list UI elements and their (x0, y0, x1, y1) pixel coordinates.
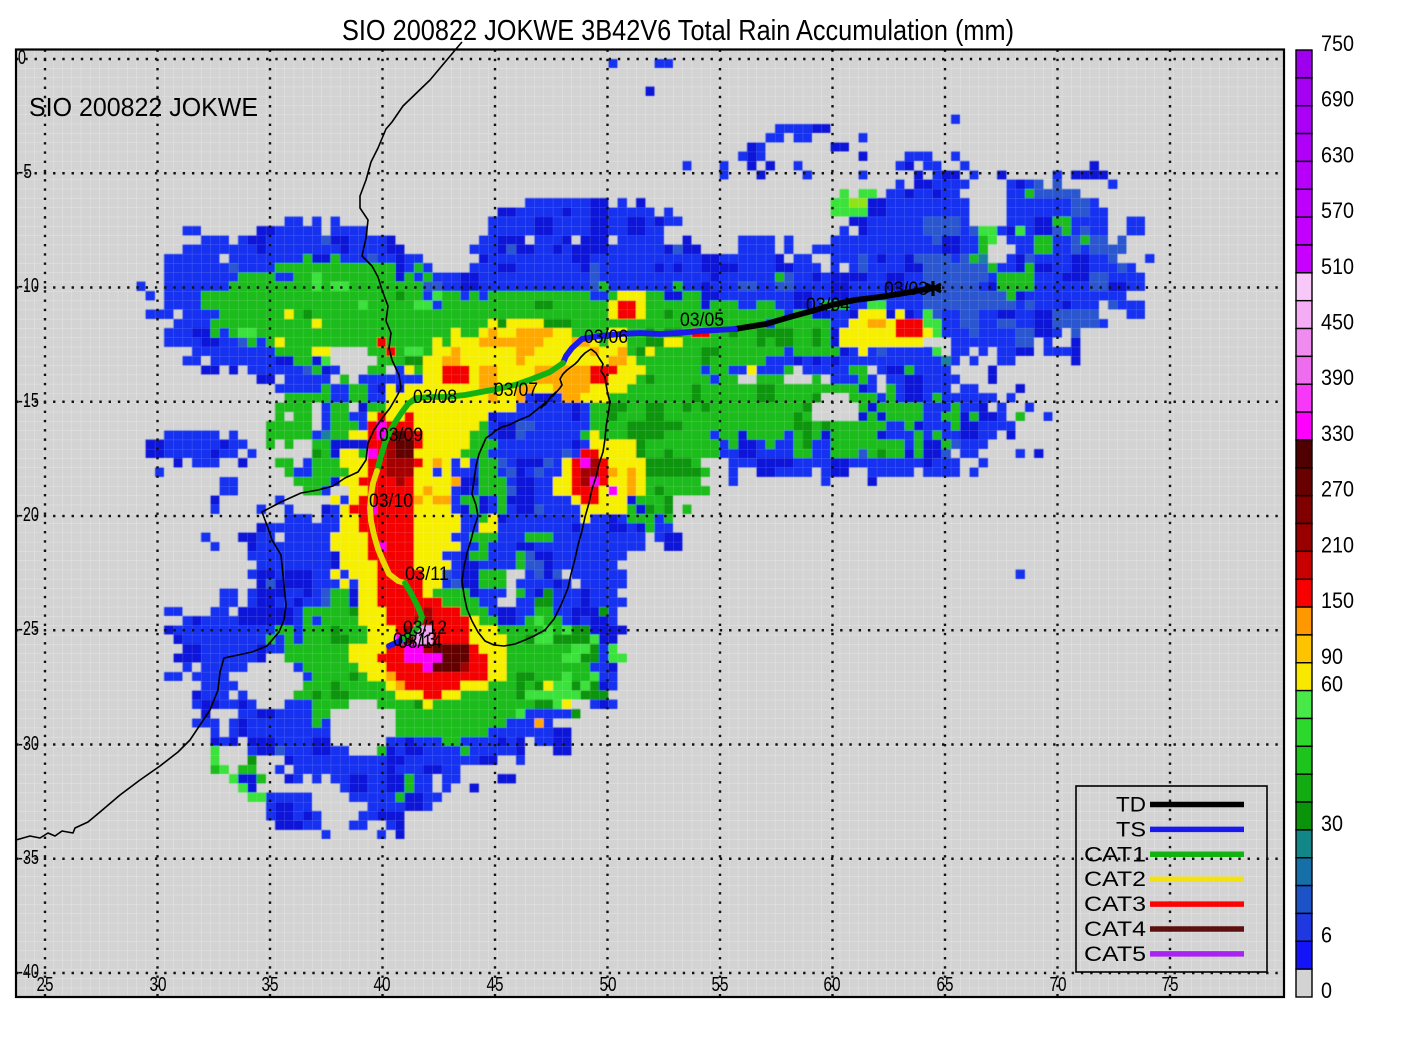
svg-text:CAT2: CAT2 (1084, 868, 1146, 891)
svg-text:210: 210 (1321, 532, 1354, 557)
svg-text:450: 450 (1321, 310, 1354, 335)
svg-text:-20: -20 (18, 504, 39, 526)
svg-text:40: 40 (374, 974, 391, 996)
svg-text:30: 30 (1321, 811, 1343, 836)
svg-text:510: 510 (1321, 254, 1354, 279)
svg-text:30: 30 (150, 974, 167, 996)
svg-text:55: 55 (712, 974, 729, 996)
svg-text:150: 150 (1321, 588, 1354, 613)
svg-text:0: 0 (1321, 978, 1332, 1003)
svg-text:35: 35 (262, 974, 279, 996)
svg-text:03/08: 03/08 (413, 387, 457, 408)
svg-text:03/12: 03/12 (403, 618, 447, 639)
svg-text:0: 0 (18, 47, 26, 69)
svg-text:CAT4: CAT4 (1084, 918, 1146, 941)
svg-text:CAT1: CAT1 (1084, 843, 1146, 866)
svg-text:75: 75 (1162, 974, 1179, 996)
svg-text:690: 690 (1321, 87, 1354, 112)
svg-text:03/10: 03/10 (369, 491, 413, 512)
svg-text:03/03: 03/03 (884, 279, 928, 300)
svg-text:750: 750 (1321, 31, 1354, 56)
svg-text:60: 60 (1321, 672, 1343, 697)
svg-text:-25: -25 (18, 618, 39, 640)
svg-text:-30: -30 (18, 733, 39, 755)
svg-text:60: 60 (824, 974, 841, 996)
svg-text:CAT3: CAT3 (1084, 893, 1146, 916)
svg-text:45: 45 (487, 974, 504, 996)
svg-text:TD: TD (1116, 794, 1146, 817)
svg-text:-5: -5 (18, 161, 32, 183)
svg-text:65: 65 (937, 974, 954, 996)
svg-text:03/11: 03/11 (405, 564, 449, 585)
svg-text:-35: -35 (18, 847, 39, 869)
svg-text:03/09: 03/09 (379, 425, 423, 446)
svg-text:270: 270 (1321, 477, 1354, 502)
svg-text:6: 6 (1321, 922, 1332, 947)
svg-text:03/04: 03/04 (806, 295, 850, 316)
svg-text:630: 630 (1321, 142, 1354, 167)
svg-text:70: 70 (1050, 974, 1067, 996)
svg-text:-10: -10 (18, 275, 39, 297)
svg-text:50: 50 (600, 974, 617, 996)
svg-text:03/07: 03/07 (494, 380, 538, 401)
svg-text:390: 390 (1321, 365, 1354, 390)
svg-text:SIO 200822 JOKWE: SIO 200822 JOKWE (29, 92, 258, 122)
svg-text:25: 25 (37, 974, 54, 996)
svg-text:-40: -40 (18, 961, 39, 983)
svg-text:330: 330 (1321, 421, 1354, 446)
svg-text:03/13: 03/13 (393, 630, 437, 651)
svg-text:90: 90 (1321, 644, 1343, 669)
svg-text:SIO 200822 JOKWE 3B42V6 Total: SIO 200822 JOKWE 3B42V6 Total Rain Accum… (342, 15, 1014, 47)
svg-text:-15: -15 (18, 390, 39, 412)
svg-text:03/06: 03/06 (584, 327, 628, 348)
svg-text:570: 570 (1321, 198, 1354, 223)
svg-text:TS: TS (1116, 818, 1146, 841)
svg-text:CAT5: CAT5 (1084, 943, 1146, 966)
svg-text:03/05: 03/05 (680, 310, 724, 331)
svg-text:03/14: 03/14 (398, 632, 442, 653)
